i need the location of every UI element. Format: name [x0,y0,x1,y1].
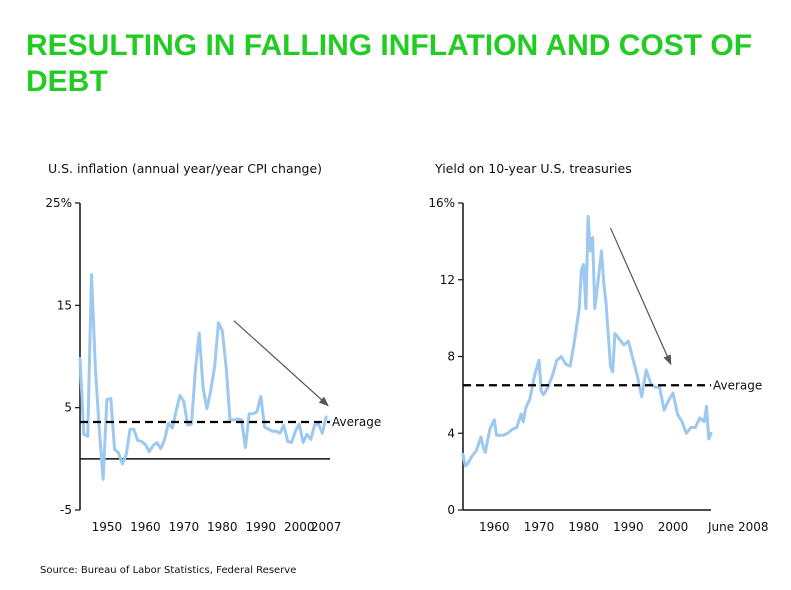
inflation-y-tick-label: 15 [57,298,72,312]
treasury-y-tick-label: 12 [440,273,455,287]
treasury-x-tick-label: 1980 [568,520,599,534]
treasury-chart-title: Yield on 10-year U.S. treasuries [435,161,632,176]
source-note: Source: Bureau of Labor Statistics, Fede… [40,565,297,576]
inflation-x-tick-label: 1960 [130,520,161,534]
treasury-y-tick-label: 8 [447,350,455,364]
treasury-x-tick-label: 2000 [658,520,689,534]
inflation-y-tick-label: -5 [60,503,72,517]
inflation-x-tick-label: 1950 [92,520,123,534]
inflation-trend-arrow [233,320,329,407]
treasury-trend-arrow [609,227,672,366]
inflation-x-tick-label: 1980 [207,520,238,534]
treasury-x-tick-label: 1970 [524,520,555,534]
treasury-y-tick-label: 16% [428,196,455,210]
inflation-chart-title: U.S. inflation (annual year/year CPI cha… [48,161,323,176]
treasury-y-tick-label: 0 [447,503,455,517]
treasury-x-tick-label: June 2008 [707,520,769,534]
inflation-x-tick-label: 1970 [169,520,200,534]
inflation-y-tick-label: 25% [45,196,72,210]
inflation-x-tick-label: 1990 [245,520,276,534]
treasury-chart: 0 4 8 12 16% 1960 1970 1980 1990 2000 June 2008 Ave… [428,196,768,534]
treasury-average-label: Average [713,378,762,392]
inflation-average-label: Average [332,415,381,429]
treasury-y-tick-label: 4 [447,426,455,440]
treasury-x-tick-label: 1960 [479,520,510,534]
inflation-y-tick-label: 5 [64,401,72,415]
treasury-x-tick-label: 1990 [613,520,644,534]
inflation-x-tick-label: 2000 [284,520,315,534]
inflation-series-line [78,273,328,481]
slide-title: RESULTING IN FALLING INFLATION AND COST … [26,29,753,98]
inflation-x-tick-label: 2007 [311,520,342,534]
treasury-series-line [461,214,713,468]
